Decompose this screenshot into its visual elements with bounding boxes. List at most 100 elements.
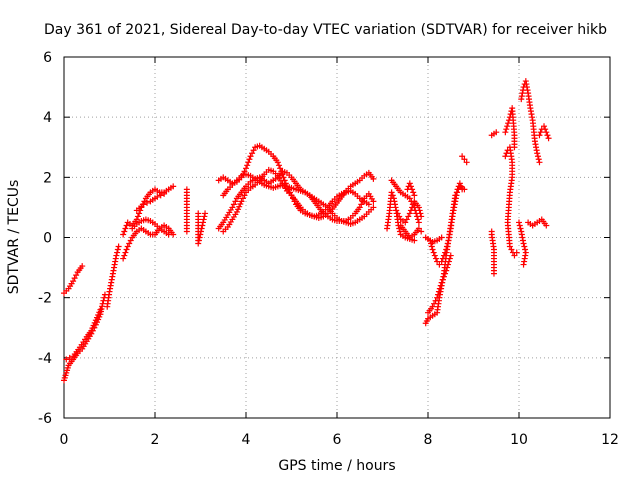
data-point [513, 249, 520, 256]
data-point [402, 219, 409, 226]
data-point [447, 252, 454, 259]
series-trace-v [425, 252, 454, 316]
data-point [278, 168, 285, 175]
data-point [445, 258, 452, 265]
data-point [195, 237, 202, 244]
data-point [389, 192, 396, 199]
data-point [459, 153, 466, 160]
data-point [79, 263, 86, 270]
data-point [244, 162, 251, 169]
data-point [435, 288, 442, 295]
data-point [459, 186, 466, 193]
data-point [416, 207, 423, 214]
data-point [134, 213, 141, 220]
data-point [370, 175, 377, 182]
data-point [122, 249, 129, 256]
data-point [121, 252, 128, 259]
data-point [394, 210, 401, 217]
data-point [230, 201, 237, 208]
data-point [183, 228, 190, 235]
series-trace-h [133, 190, 168, 214]
data-point [405, 213, 412, 220]
data-point [520, 240, 527, 247]
data-point [114, 246, 121, 253]
data-point [95, 311, 102, 318]
data-point [121, 228, 128, 235]
data-point [435, 291, 442, 298]
data-point [200, 216, 207, 223]
x-tick-label: 12 [601, 432, 619, 448]
data-point [274, 159, 281, 166]
data-point [144, 199, 151, 206]
data-point [237, 201, 244, 208]
data-point [439, 276, 446, 283]
data-point [411, 192, 418, 199]
data-point [535, 156, 542, 163]
data-point [511, 252, 518, 259]
data-point [233, 208, 240, 215]
data-point [445, 261, 452, 268]
data-point [490, 270, 497, 277]
data-point [429, 246, 436, 253]
series-trace-ad [516, 219, 529, 268]
data-point [428, 243, 435, 250]
data-point [291, 198, 298, 205]
data-point [286, 189, 293, 196]
data-point [516, 219, 522, 226]
data-point [446, 255, 453, 262]
data-point [414, 216, 421, 223]
series-trace-w [425, 234, 445, 246]
data-point [516, 222, 523, 229]
data-points [61, 78, 552, 384]
series-trace-c [63, 306, 104, 363]
data-point [245, 159, 252, 166]
data-point [115, 243, 122, 250]
data-point [429, 303, 436, 310]
data-point [440, 252, 447, 259]
data-point [520, 261, 527, 268]
data-point [543, 129, 550, 136]
series-trace-j [195, 210, 209, 247]
data-point [436, 261, 443, 268]
data-point [241, 168, 248, 175]
data-point [403, 216, 410, 223]
data-point [127, 237, 134, 244]
series-trace-af [536, 123, 552, 142]
data-point [406, 195, 413, 202]
series-trace-a [61, 263, 86, 297]
series-trace-ab [502, 144, 520, 259]
data-point [239, 195, 246, 202]
data-point [437, 282, 444, 289]
data-point [288, 192, 295, 199]
data-point [88, 327, 95, 334]
data-point [415, 204, 422, 211]
y-tick-label: -2 [38, 291, 52, 307]
series-trace-ae [525, 216, 550, 229]
data-point [415, 219, 422, 226]
data-point [542, 126, 549, 133]
data-point [440, 273, 447, 280]
data-point [502, 153, 509, 160]
y-tick-label: -6 [38, 411, 52, 427]
x-tick-label: 2 [151, 432, 160, 448]
data-point [417, 210, 424, 217]
data-point [522, 246, 529, 253]
y-tick-label: 0 [43, 231, 52, 247]
data-point [198, 225, 205, 232]
data-point [202, 210, 209, 217]
x-axis-label: GPS time / hours [278, 458, 395, 474]
data-point [407, 207, 414, 214]
data-point [235, 206, 242, 213]
data-point [123, 246, 130, 253]
data-point [543, 222, 550, 229]
data-point [493, 129, 500, 136]
data-point [432, 297, 439, 304]
series-trace-ac [518, 78, 543, 166]
data-point [432, 255, 439, 262]
data-point [409, 204, 416, 211]
data-point [442, 270, 449, 277]
data-point [165, 231, 172, 238]
data-point [358, 201, 365, 208]
data-point [197, 231, 204, 238]
data-point [431, 300, 438, 307]
